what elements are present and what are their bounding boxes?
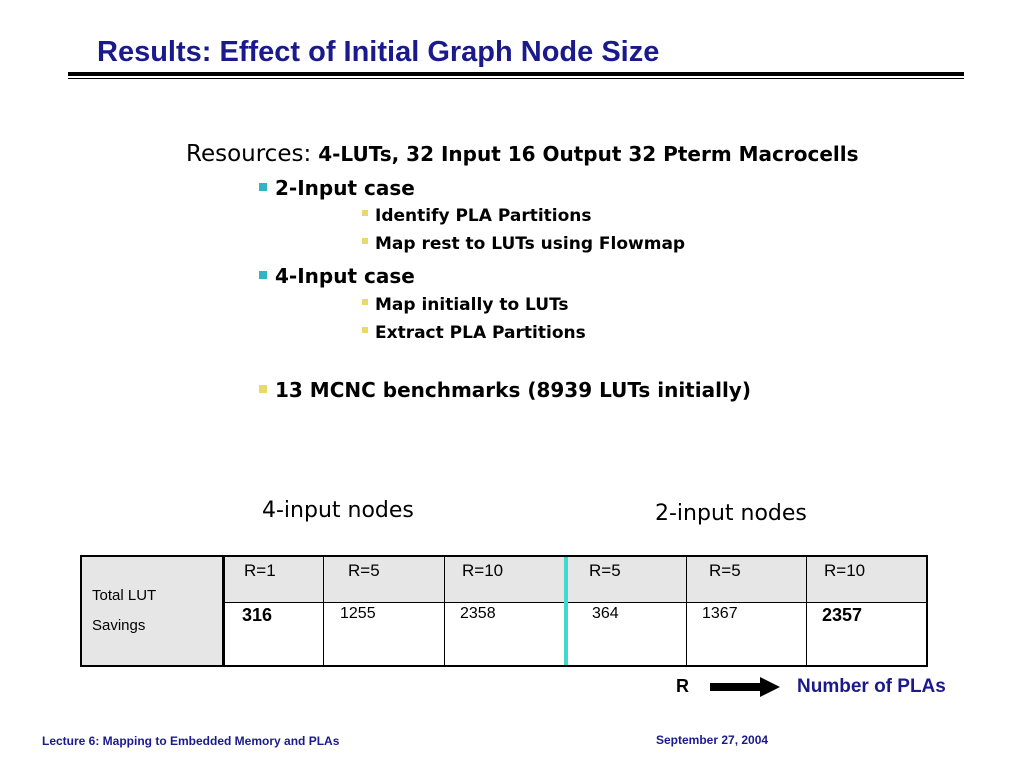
bullet-benchmarks: 13 MCNC benchmarks (8939 LUTs initially) <box>259 378 751 402</box>
sub-bullet-square-icon <box>362 327 368 333</box>
table-header-row <box>225 557 926 603</box>
column-divider <box>806 557 807 665</box>
row-label-line1: Total LUT <box>92 587 157 604</box>
sub-bullet-square-icon <box>362 238 368 244</box>
value-cell: 1367 <box>702 605 738 622</box>
resources-line: Resources: 4-LUTs, 32 Input 16 Output 32… <box>186 141 859 167</box>
legend-number-of-plas: Number of PLAs <box>797 676 946 697</box>
value-cell: 1255 <box>340 605 376 622</box>
group-divider <box>564 557 568 665</box>
title-rule-thin <box>68 78 964 79</box>
header-cell: R=5 <box>589 561 621 580</box>
sub-bullet-square-icon <box>362 210 368 216</box>
row-label-line2: Savings <box>92 617 146 634</box>
footer-date: September 27, 2004 <box>656 733 769 747</box>
value-cell: 316 <box>242 605 273 625</box>
bullet-text: 4-Input case <box>275 264 415 288</box>
value-cell: 2358 <box>460 605 496 622</box>
bullet-square-icon <box>259 182 267 191</box>
resources-value: 4-LUTs, 32 Input 16 Output 32 Pterm Macr… <box>318 142 859 166</box>
value-cell: 364 <box>592 605 619 622</box>
sub-bullet: Map rest to LUTs using Flowmap <box>362 234 685 254</box>
sub-bullet: Extract PLA Partitions <box>362 323 586 343</box>
column-divider <box>686 557 687 665</box>
bullet-square-icon <box>259 270 267 279</box>
bullet-square-icon <box>259 384 267 393</box>
bullet-text: 2-Input case <box>275 176 415 200</box>
bullet-4-input-case: 4-Input case <box>259 264 415 288</box>
sub-bullet: Identify PLA Partitions <box>362 206 592 226</box>
results-table: Total LUT Savings R=1 R=5 R=10 R=5 R=5 R… <box>80 555 928 667</box>
sub-bullet-text: Identify PLA Partitions <box>375 206 592 226</box>
slide-title: Results: Effect of Initial Graph Node Si… <box>97 36 660 68</box>
header-cell: R=5 <box>348 561 380 580</box>
bullet-2-input-case: 2-Input case <box>259 176 415 200</box>
group-label-2-input: 2-input nodes <box>655 501 807 526</box>
row-label-cell: Total LUT Savings <box>82 557 225 665</box>
sub-bullet-square-icon <box>362 299 368 305</box>
legend-r-label: R <box>676 676 689 696</box>
header-cell: R=10 <box>824 561 866 580</box>
sub-bullet-text: Map rest to LUTs using Flowmap <box>375 234 686 254</box>
resources-label: Resources: <box>186 141 312 167</box>
title-rule-thick <box>68 72 964 76</box>
right-arrow-icon <box>710 677 780 697</box>
value-cell: 2357 <box>822 605 863 625</box>
header-cell: R=10 <box>462 561 504 580</box>
sub-bullet-text: Extract PLA Partitions <box>375 323 586 343</box>
group-label-4-input: 4-input nodes <box>262 498 414 523</box>
column-divider <box>323 557 324 665</box>
sub-bullet: Map initially to LUTs <box>362 295 569 315</box>
header-cell: R=5 <box>709 561 741 580</box>
footer-lecture-title: Lecture 6: Mapping to Embedded Memory an… <box>42 734 340 748</box>
bullet-text: 13 MCNC benchmarks (8939 LUTs initially) <box>275 378 751 402</box>
column-divider <box>444 557 445 665</box>
sub-bullet-text: Map initially to LUTs <box>375 295 569 315</box>
header-cell: R=1 <box>244 561 276 580</box>
